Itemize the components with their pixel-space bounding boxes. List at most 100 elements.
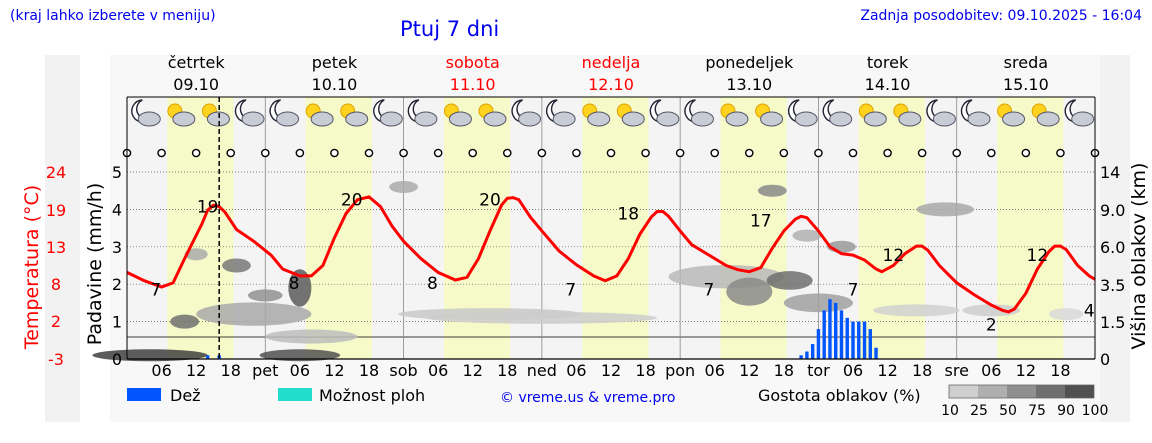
precipitation-axis-label: Padavine (mm/h)	[84, 183, 106, 346]
cloud-icon	[794, 111, 818, 127]
cloud-icon	[690, 111, 714, 127]
left-axis-panel	[45, 55, 80, 422]
wind-calm-marker	[675, 148, 685, 158]
cloud-blob	[426, 311, 658, 324]
cloud-blob	[265, 329, 358, 344]
axes	[126, 96, 1096, 360]
weather-symbol	[926, 99, 956, 127]
rain-bar	[799, 355, 803, 359]
temperature-label: 17	[750, 211, 772, 231]
wind-calm-marker	[295, 148, 305, 158]
cloud-blob	[873, 304, 960, 317]
x-tick-label: pon	[665, 361, 695, 380]
x-tick-label: 12	[739, 361, 759, 380]
weather-symbol	[787, 99, 818, 127]
rain-bar	[868, 329, 872, 359]
day-name: nedelja	[582, 53, 641, 72]
weather-symbol	[997, 103, 1026, 127]
rain-bar	[816, 329, 821, 359]
temperature-tick: -3	[48, 350, 64, 369]
rain-bar	[839, 310, 844, 359]
rain-bar	[828, 299, 832, 359]
weather-symbols-row	[131, 99, 1095, 127]
cloud-blob	[184, 248, 208, 261]
day-date: 15.10	[1003, 75, 1049, 94]
storm-legend-swatch	[278, 388, 312, 401]
x-tick-label: 12	[1016, 361, 1036, 380]
wind-calm-marker	[330, 148, 339, 158]
day-date: 13.10	[726, 75, 772, 94]
weather-symbol	[720, 103, 749, 127]
temperature-tick: 2	[51, 312, 61, 331]
weather-symbol	[340, 103, 369, 127]
cloud-icon	[552, 111, 576, 127]
cloud-blob	[916, 202, 974, 217]
day-date: 09.10	[173, 75, 219, 94]
cloud-icon	[414, 111, 438, 127]
temperature-tick: 19	[46, 201, 66, 220]
temperature-label: 19	[197, 198, 219, 218]
day-date: 10.10	[312, 75, 358, 94]
cloud-icon	[1036, 111, 1060, 127]
x-tick-label: 12	[186, 361, 206, 380]
weather-symbol	[582, 103, 611, 127]
temperature-label: 8	[427, 274, 438, 294]
weather-symbol	[684, 99, 714, 127]
cloud-height-tick: 14	[1100, 163, 1120, 182]
rain-bar	[874, 347, 878, 359]
cloud-density-step: 50	[999, 403, 1017, 419]
weather-symbol	[305, 103, 334, 127]
left-axis-ticks: 0 1 2 3 4 5 24 19 13 8 2 -3	[46, 163, 122, 369]
day-header: četrtek 09.10 petek 10.10 sobota 11.10 nedelja…	[168, 53, 1049, 94]
temperature-label: 20	[341, 191, 363, 211]
cloud-density-swatch	[1007, 385, 1036, 398]
wind-calm-marker	[917, 148, 927, 158]
temperature-axis-label: Temperatura (°C)	[21, 185, 43, 350]
rain-bar	[810, 344, 815, 359]
x-tick-label: 18	[774, 361, 794, 380]
cloud-icon	[1002, 111, 1026, 127]
wind-calm-marker	[606, 148, 616, 158]
weather-symbol	[960, 99, 991, 127]
temperature-label: 12	[883, 246, 905, 266]
wind-calm-marker	[1056, 148, 1065, 158]
cloud-density-scale: 10 25 50 75 90 100	[941, 384, 1108, 419]
cloud-icon	[656, 111, 680, 127]
wind-calm-marker	[814, 148, 823, 158]
rain-bar	[805, 351, 809, 359]
cloud-blob	[247, 289, 283, 302]
day-name: sreda	[1004, 53, 1048, 72]
cloud-blob	[1048, 308, 1084, 321]
precip-tick: 0	[112, 350, 122, 369]
wind-calm-marker	[468, 148, 478, 158]
temperature-labels: 7 19 8 20 8 20 7 18 7 17 7 12 2 12 4	[150, 191, 1094, 336]
temperature-label: 4	[1084, 302, 1095, 322]
weather-symbol	[373, 99, 403, 127]
weather-symbol	[1064, 99, 1095, 127]
cloud-blob	[962, 304, 1021, 317]
weather-symbol	[893, 103, 922, 127]
weather-symbol	[858, 103, 887, 127]
right-axis-panel	[1100, 55, 1130, 422]
cloud-blob	[792, 229, 822, 242]
wind-calm-marker	[572, 148, 581, 158]
x-axis-tick-labels: 06 12 18 pet 06 12 18 sob 06 12 18 ned 06 12 18 pon 06 12…	[151, 361, 1070, 380]
day-date: 14.10	[865, 75, 911, 94]
day-date: 12.10	[588, 75, 634, 94]
temperature-line	[126, 195, 1096, 314]
rain-bar	[857, 321, 861, 359]
cloud-density-label: Gostota oblakov (%)	[758, 386, 921, 405]
cloud-icon	[483, 111, 507, 127]
day-date: 11.10	[450, 75, 496, 94]
day-name: petek	[312, 53, 358, 72]
temperature-label: 12	[1027, 246, 1049, 266]
temperature-label: 20	[479, 191, 501, 211]
cloud-height-axis-label: Višina oblakov (km)	[1128, 163, 1150, 350]
x-tick-label: 06	[290, 361, 310, 380]
temperature-label: 7	[848, 281, 859, 301]
weather-symbol	[616, 103, 645, 127]
cloud-density-step: 10	[941, 403, 959, 419]
weather-symbol	[1031, 103, 1060, 127]
weather-symbol	[167, 103, 196, 127]
weather-symbol	[201, 103, 230, 127]
